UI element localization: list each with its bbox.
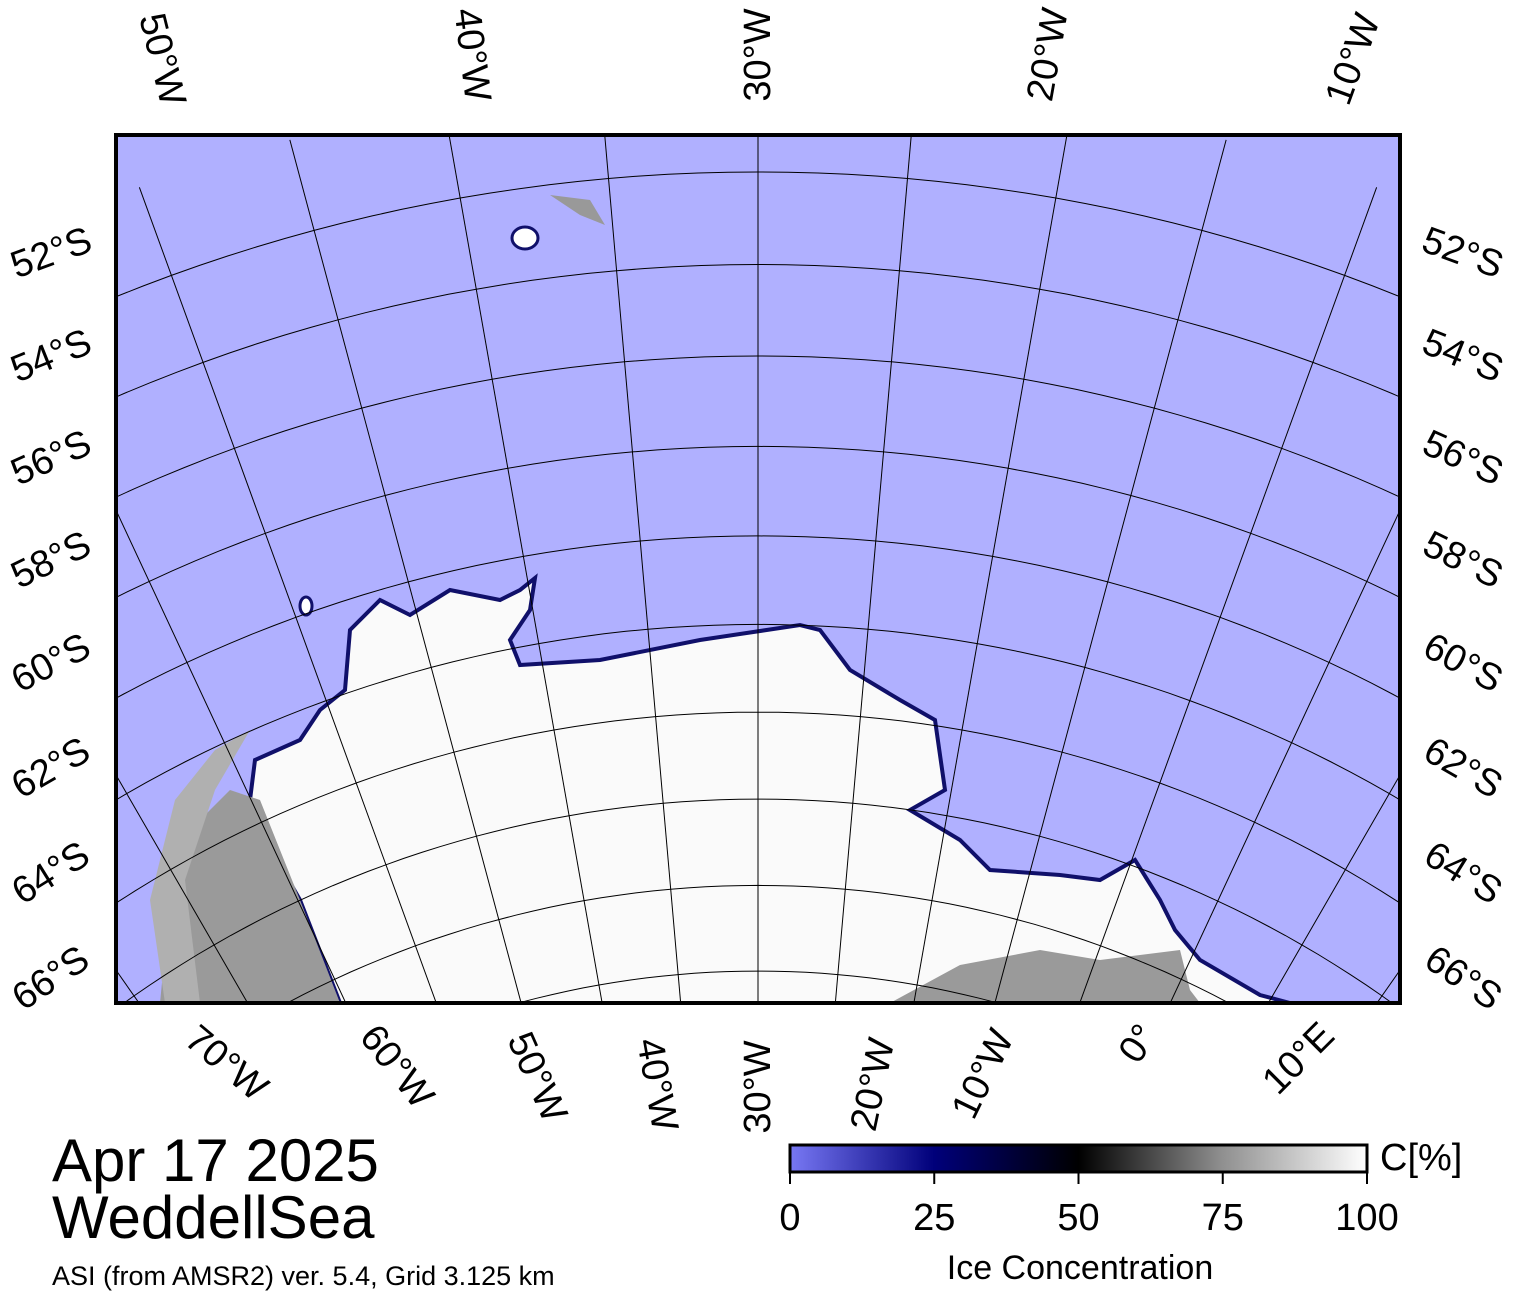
- lon-label: 10°E: [1254, 1014, 1342, 1102]
- meridian: [1079, 187, 1378, 1003]
- lon-label: 0°: [1111, 1017, 1166, 1071]
- lat-label: 58°S: [1416, 523, 1509, 597]
- lat-label: 60°S: [1417, 625, 1510, 701]
- graticule: [116, 135, 1514, 1297]
- meridian: [116, 509, 347, 1003]
- lat-label: 52°S: [1417, 219, 1509, 287]
- lon-label: 30°W: [737, 8, 779, 101]
- colorbar-tick-label: 50: [1057, 1197, 1099, 1239]
- lat-label: 62°S: [1417, 729, 1510, 807]
- meridian: [1169, 509, 1400, 1003]
- lon-label: 60°W: [351, 1017, 442, 1117]
- lat-label: 60°S: [5, 625, 98, 701]
- lon-label: 70°W: [177, 1017, 276, 1109]
- date: Apr 17 2025: [52, 1127, 379, 1194]
- meridian: [448, 135, 603, 1003]
- region: WeddellSea: [52, 1184, 375, 1251]
- lon-label: 20°W: [843, 1034, 904, 1134]
- colorbar-tick-label: 0: [779, 1197, 800, 1239]
- lon-label: 10°W: [1317, 8, 1388, 110]
- meridian: [834, 135, 912, 1003]
- lon-label: 40°W: [628, 1035, 686, 1134]
- top-labels: 50°W 40°W 30°W 20°W 10°W: [130, 5, 1389, 110]
- lon-label: 10°W: [944, 1023, 1023, 1125]
- lat-label: 66°S: [1417, 938, 1509, 1019]
- source: ASI (from AMSR2) ver. 5.4, Grid 3.125 km: [52, 1261, 555, 1291]
- lon-label: 30°W: [737, 1040, 779, 1133]
- lat-label: 64°S: [5, 834, 97, 914]
- colorbar-tick-label: 75: [1202, 1197, 1244, 1239]
- colorbar: C[%] Ice Concentration 0 25 50 75 100: [779, 1137, 1462, 1287]
- colorbar-label: Ice Concentration: [947, 1249, 1214, 1287]
- lat-label: 66°S: [5, 938, 97, 1019]
- meridian: [913, 135, 1068, 1003]
- lat-label: 56°S: [5, 422, 98, 494]
- colorbar-tick-label: 25: [913, 1197, 955, 1239]
- meridian: [994, 139, 1227, 1003]
- island: [298, 595, 314, 617]
- map-area: [116, 135, 1514, 1297]
- lon-label: 50°W: [499, 1026, 575, 1128]
- lon-label: 40°W: [445, 6, 498, 104]
- lat-label: 56°S: [1416, 422, 1509, 494]
- land: [150, 730, 250, 1003]
- lat-label: 52°S: [5, 219, 97, 287]
- lat-label: 54°S: [5, 321, 98, 391]
- lat-label: 58°S: [5, 523, 98, 597]
- colorbar-ramp: [788, 1143, 1369, 1174]
- colorbar-unit: C[%]: [1380, 1137, 1462, 1179]
- lat-label: 62°S: [5, 729, 98, 807]
- sea-ice: [247, 573, 1291, 1003]
- lon-label: 50°W: [130, 9, 193, 110]
- island: [550, 195, 605, 225]
- meridian: [289, 139, 522, 1003]
- meridian: [138, 187, 437, 1003]
- meridian: [604, 135, 682, 1003]
- bottom-labels: 70°W 60°W 50°W 40°W 30°W 20°W 10°W 0° 10…: [177, 1014, 1343, 1134]
- lon-label: 20°W: [1019, 5, 1077, 104]
- meridian: [1394, 724, 1514, 1297]
- map-frame: [114, 133, 1402, 1005]
- island: [510, 225, 540, 251]
- land: [890, 950, 1200, 1003]
- lat-label: 64°S: [1417, 834, 1509, 914]
- lat-label: 54°S: [1416, 321, 1509, 391]
- colorbar-tick-label: 100: [1335, 1197, 1398, 1239]
